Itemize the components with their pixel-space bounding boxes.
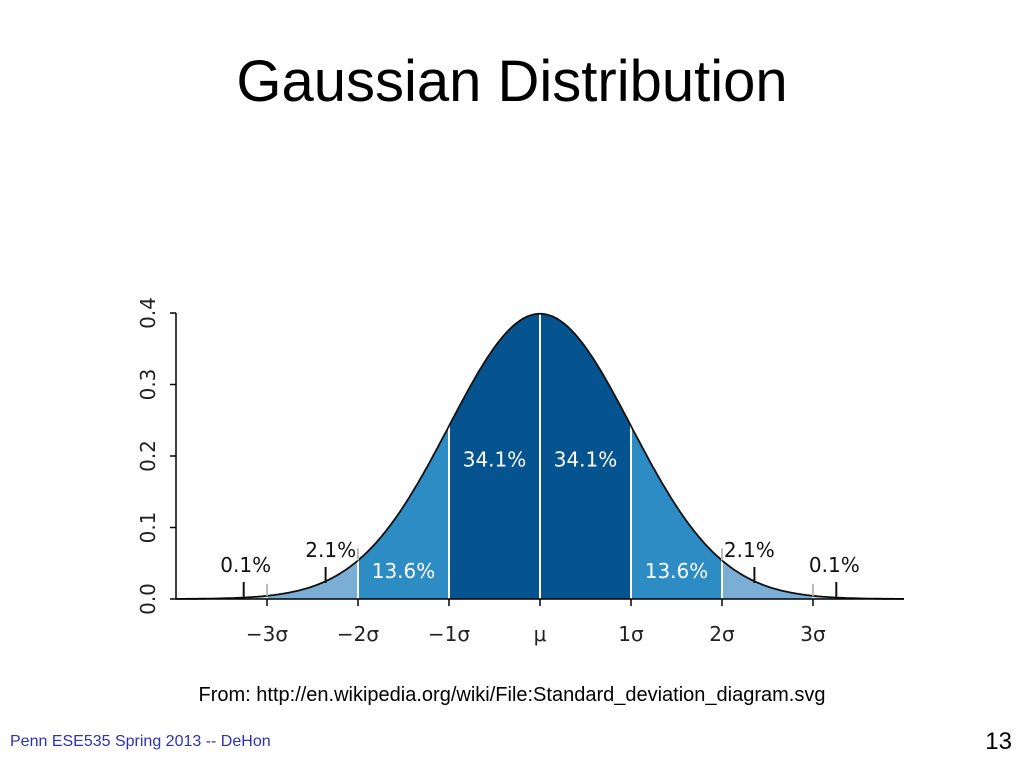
gaussian-chart: 0.0 0.1 0.2 0.3 0.4 −3σ −2σ −1σ μ 1σ 2σ 3σ 34.1% 34.1… xyxy=(136,297,904,646)
footer-text: Penn ESE535 Spring 2013 -- DeHon xyxy=(10,733,271,750)
band-percent-label: 13.6% xyxy=(372,559,436,583)
x-tick-label: 1σ xyxy=(618,622,644,646)
y-tick-label: 0.3 xyxy=(136,369,160,401)
band-percent-label: 0.1% xyxy=(809,553,860,577)
band-percent-label: 2.1% xyxy=(305,538,356,562)
density-curve xyxy=(176,312,904,600)
band-percent-label: 34.1% xyxy=(554,448,618,472)
x-tick-label: −3σ xyxy=(246,622,288,646)
y-tick-label: 0.0 xyxy=(136,583,160,615)
y-tick-label: 0.2 xyxy=(136,440,160,472)
x-tick-label: −2σ xyxy=(337,622,379,646)
y-tick-label: 0.1 xyxy=(136,512,160,544)
band-percent-label: 0.1% xyxy=(220,553,271,577)
band-area-4 xyxy=(267,560,358,599)
y-tick-label: 0.4 xyxy=(136,297,160,329)
x-tick-label: 2σ xyxy=(709,622,735,646)
slide-title: Gaussian Distribution xyxy=(236,49,788,114)
page-number: 13 xyxy=(985,728,1012,755)
band-percent-label: 2.1% xyxy=(724,538,775,562)
x-tick-label: 3σ xyxy=(800,622,826,646)
band-percent-label: 34.1% xyxy=(463,448,527,472)
band-area-5 xyxy=(722,560,813,599)
band-percent-label: 13.6% xyxy=(645,559,709,583)
x-tick-label: μ xyxy=(534,622,547,646)
source-citation: From: http://en.wikipedia.org/wiki/File:… xyxy=(198,684,826,706)
x-tick-label: −1σ xyxy=(428,622,470,646)
